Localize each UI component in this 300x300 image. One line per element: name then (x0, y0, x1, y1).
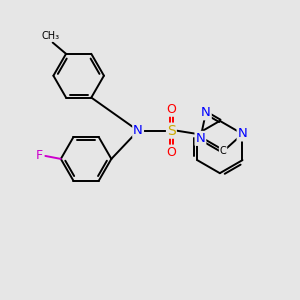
Text: O: O (167, 103, 176, 116)
Text: C: C (220, 146, 226, 157)
Text: S: S (167, 124, 176, 138)
Text: N: N (201, 106, 211, 119)
Text: N: N (133, 124, 143, 137)
Text: CH₃: CH₃ (41, 31, 59, 41)
Text: O: O (167, 146, 176, 159)
Text: F: F (36, 149, 43, 162)
Text: N: N (196, 132, 205, 145)
Text: N: N (238, 128, 248, 140)
